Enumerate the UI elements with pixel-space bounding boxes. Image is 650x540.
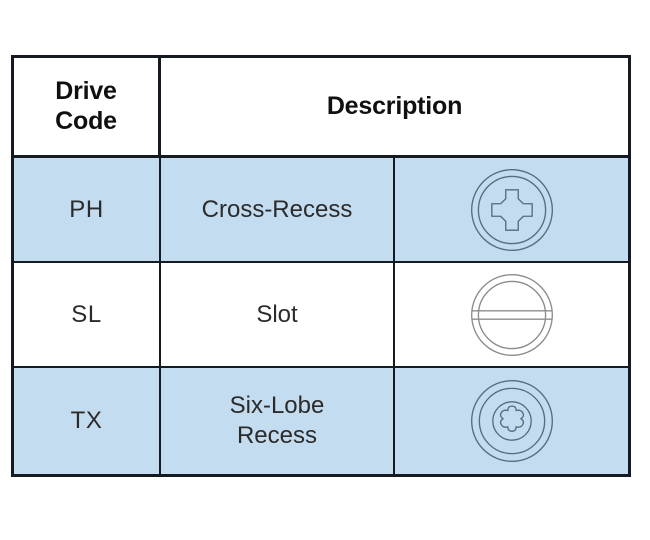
table-row: PH Cross-Recess: [14, 158, 628, 263]
header-drive-code-line2: Code: [55, 106, 117, 135]
header-cell-description: Description: [326, 91, 463, 120]
header-drive-code-line1: Drive: [55, 77, 117, 105]
cell-screw-image: [395, 368, 628, 474]
table-header-row: Drive Code Description: [14, 58, 628, 158]
drive-code-table: Drive Code Description PH Cross-Recess: [11, 55, 631, 477]
cell-drive-code: PH: [14, 158, 161, 261]
six-lobe-torx-screw-icon: [464, 373, 560, 469]
description-value: Cross-Recess: [201, 195, 353, 223]
drive-code-value: SL: [71, 300, 102, 328]
cell-description: Cross-Recess: [161, 158, 395, 261]
phillips-cross-recess-screw-icon: [464, 162, 560, 258]
cell-drive-code: SL: [14, 263, 161, 366]
table-row: TX Six-Lobe Recess: [14, 368, 628, 474]
header-cell-drive-code: Drive Code: [14, 58, 161, 155]
cell-drive-code: TX: [14, 368, 161, 474]
drive-code-value: PH: [69, 195, 104, 223]
table-row: SL Slot: [14, 263, 628, 368]
cell-screw-image: [395, 263, 628, 366]
cell-description: Six-Lobe Recess: [161, 368, 395, 474]
drive-code-value: TX: [70, 407, 103, 434]
cell-screw-image: [395, 158, 628, 261]
cell-description: Slot: [161, 263, 395, 366]
description-value-line1: Six-Lobe: [229, 392, 325, 419]
description-value: Slot: [256, 300, 298, 328]
slotted-screw-icon: [464, 267, 560, 363]
description-value-line2: Recess: [236, 422, 317, 449]
